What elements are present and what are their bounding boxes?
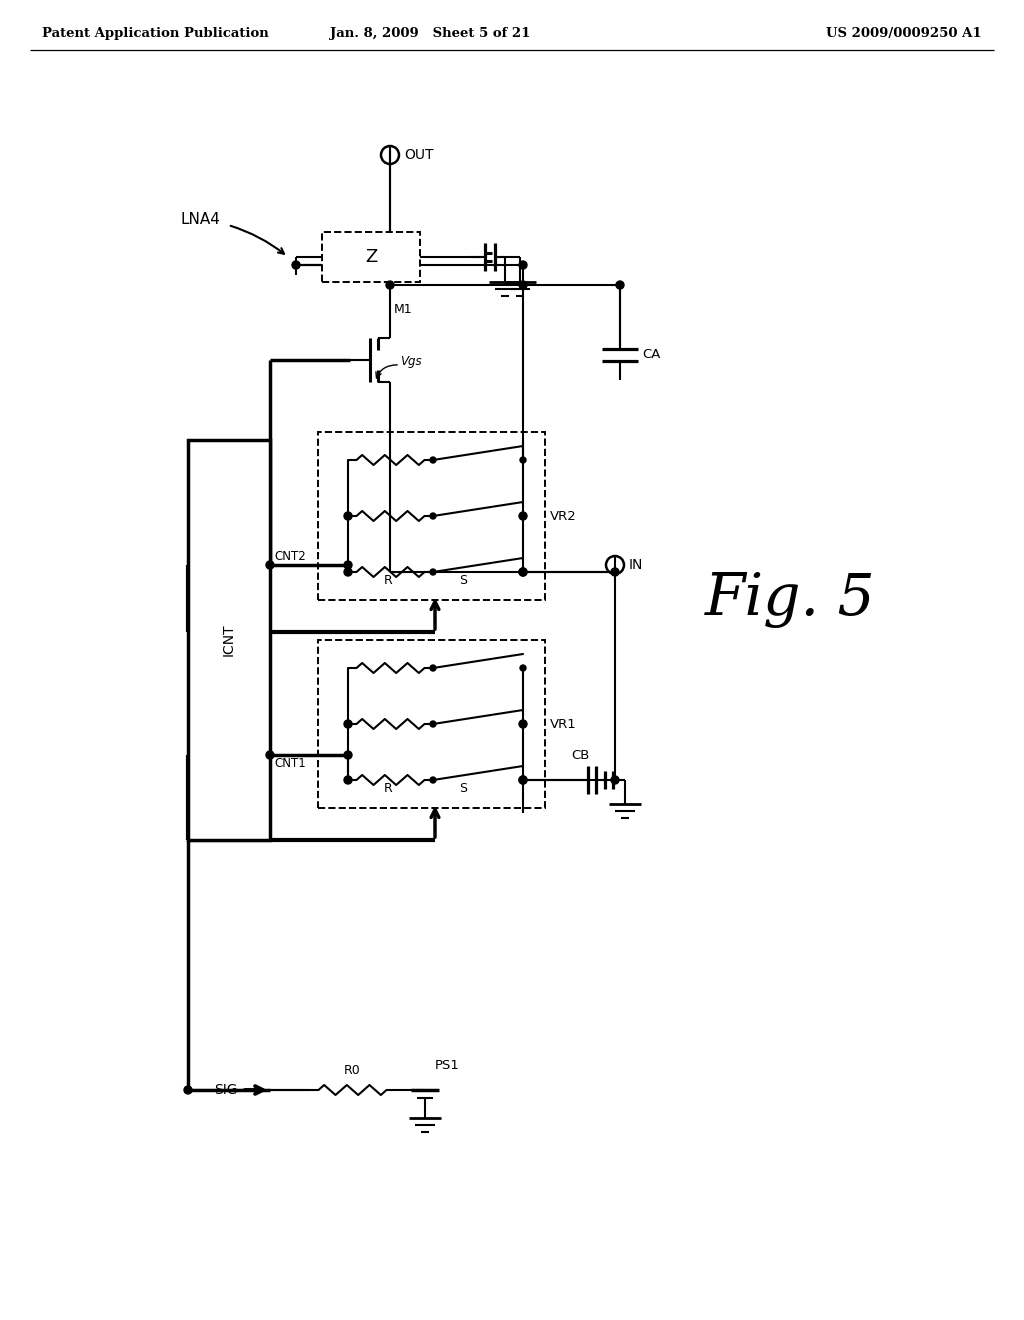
Circle shape (430, 777, 436, 783)
Circle shape (386, 281, 394, 289)
Circle shape (344, 719, 352, 729)
Circle shape (430, 513, 436, 519)
Circle shape (430, 721, 436, 727)
Text: R: R (384, 781, 392, 795)
Text: OUT: OUT (404, 148, 433, 162)
Circle shape (344, 776, 352, 784)
Circle shape (344, 512, 352, 520)
Text: Z: Z (365, 248, 377, 267)
Text: CB: CB (570, 748, 589, 762)
Text: S: S (459, 574, 467, 587)
Text: CNT1: CNT1 (274, 756, 306, 770)
Text: LNA4: LNA4 (180, 213, 220, 227)
Circle shape (344, 568, 352, 576)
Text: SIG: SIG (214, 1082, 238, 1097)
Text: ICNT: ICNT (222, 623, 236, 656)
Text: Jan. 8, 2009   Sheet 5 of 21: Jan. 8, 2009 Sheet 5 of 21 (330, 28, 530, 41)
Circle shape (616, 281, 624, 289)
Circle shape (611, 568, 618, 576)
Circle shape (430, 457, 436, 463)
Text: R0: R0 (344, 1064, 360, 1077)
Circle shape (519, 776, 527, 784)
Circle shape (520, 665, 526, 671)
Text: IN: IN (629, 558, 643, 572)
Circle shape (266, 561, 274, 569)
Circle shape (520, 721, 526, 727)
Circle shape (519, 719, 527, 729)
Circle shape (430, 665, 436, 671)
Bar (188, 440, 270, 840)
Text: VR2: VR2 (550, 510, 577, 523)
Text: PS1: PS1 (435, 1059, 460, 1072)
Text: Patent Application Publication: Patent Application Publication (42, 28, 268, 41)
Text: Vgs: Vgs (400, 355, 422, 368)
Text: Fig. 5: Fig. 5 (705, 572, 876, 628)
Circle shape (292, 261, 300, 269)
Circle shape (266, 751, 274, 759)
Circle shape (611, 776, 618, 784)
Text: R: R (384, 574, 392, 587)
Circle shape (520, 513, 526, 519)
Text: CA: CA (642, 348, 660, 362)
Circle shape (184, 1086, 193, 1094)
Circle shape (344, 561, 352, 569)
Circle shape (519, 568, 527, 576)
Circle shape (344, 751, 352, 759)
Circle shape (520, 777, 526, 783)
Circle shape (519, 568, 527, 576)
Circle shape (519, 512, 527, 520)
Circle shape (519, 776, 527, 784)
Bar (318, 432, 545, 601)
Bar (322, 232, 420, 282)
Bar (318, 640, 545, 808)
Text: S: S (459, 781, 467, 795)
Circle shape (519, 281, 527, 289)
Text: M1: M1 (394, 304, 413, 315)
Circle shape (520, 569, 526, 576)
Text: VR1: VR1 (550, 718, 577, 730)
Text: CNT2: CNT2 (274, 550, 306, 564)
Circle shape (519, 261, 527, 269)
Circle shape (520, 457, 526, 463)
Circle shape (430, 569, 436, 576)
Text: US 2009/0009250 A1: US 2009/0009250 A1 (826, 28, 982, 41)
